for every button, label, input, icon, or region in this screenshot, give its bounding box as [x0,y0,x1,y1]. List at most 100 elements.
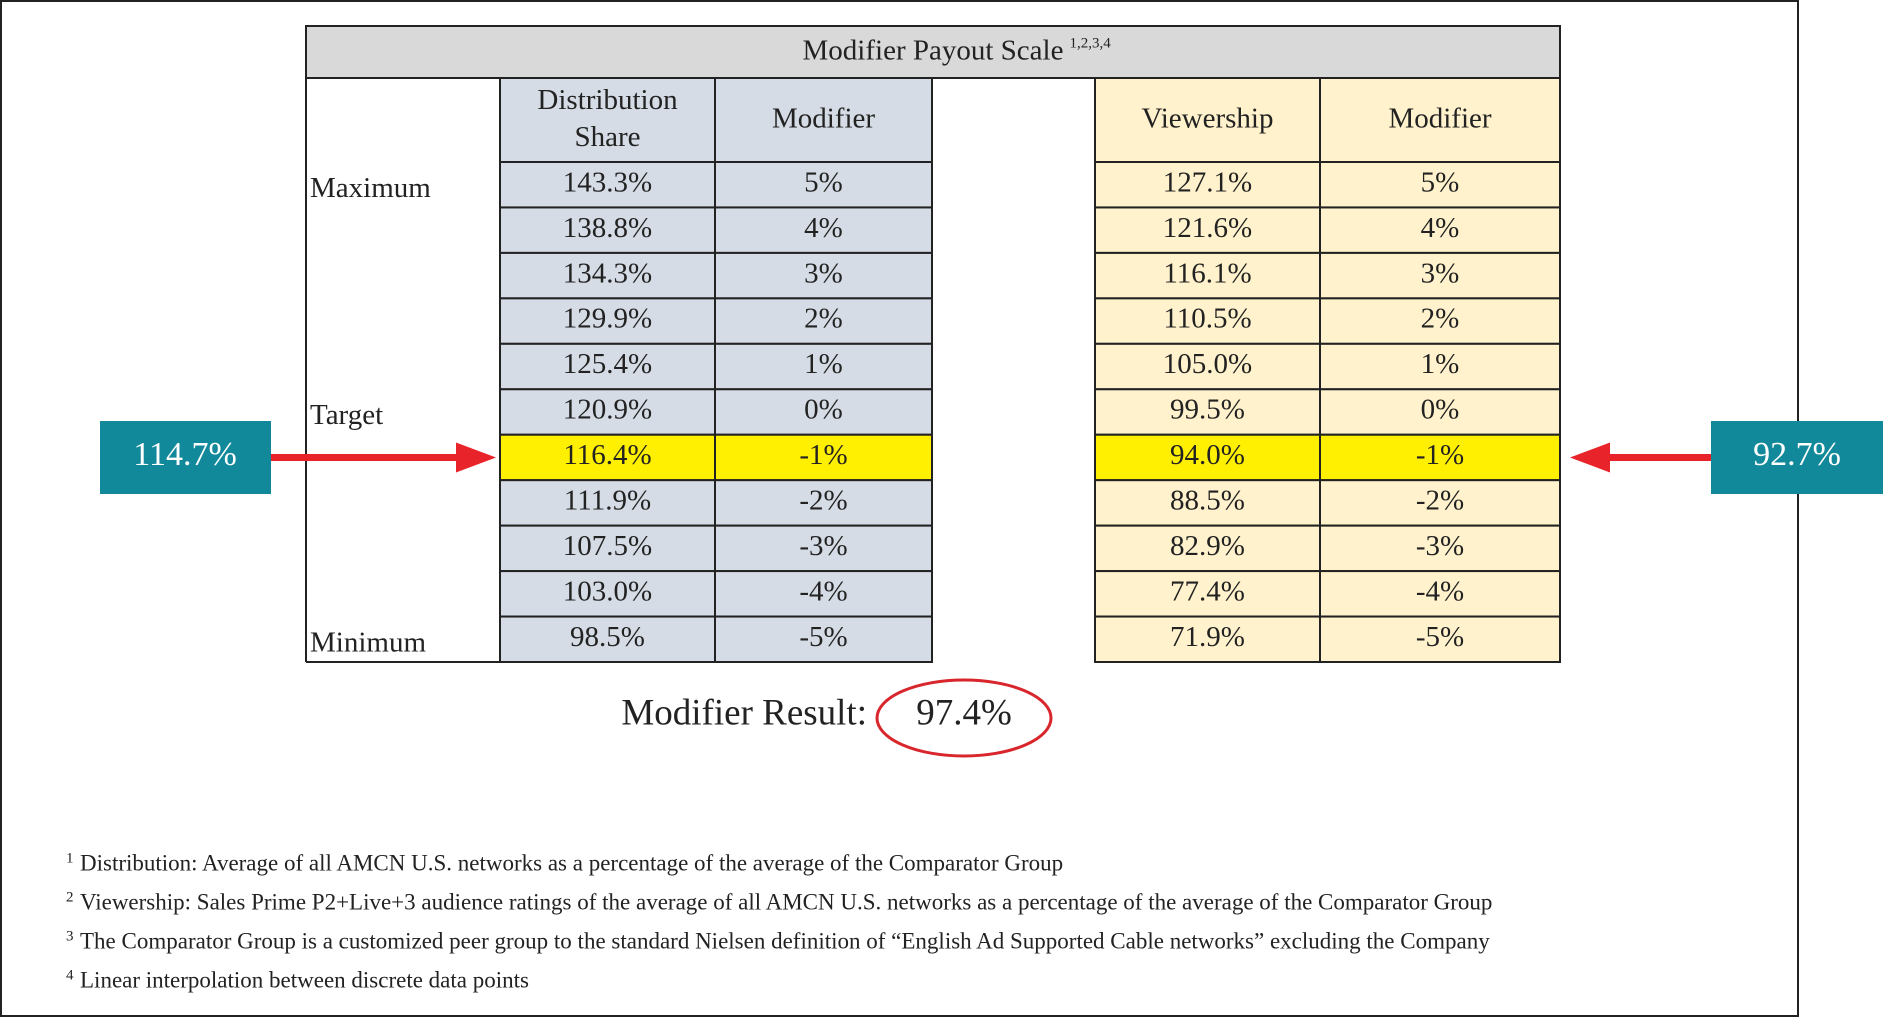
cell-bg [714,433,933,482]
cell-text: 134.3% [563,257,652,289]
arrow-head [456,442,496,473]
cell-bg [1094,479,1321,527]
footnote-mark: 3 [66,928,74,944]
cell-text: 121.6% [1163,212,1252,244]
footnote-mark: 1 [66,850,74,866]
cell-text: 5% [804,166,843,198]
title-superscript: 1,2,3,4 [1069,35,1111,51]
cell-text: 103.0% [563,575,652,607]
cell-bg [499,161,716,209]
cell-text: -4% [1416,575,1464,607]
frame [0,0,1799,1017]
cell-bg [499,297,716,345]
cell-bg [714,524,933,573]
header-text: Modifier [1388,103,1491,135]
cell-bg [1319,388,1561,436]
cell-bg [499,479,716,527]
title: Modifier Payout Scale [803,35,1064,67]
header-cell [714,77,933,163]
cell-text: 2% [804,303,843,335]
header-text: Viewership [1142,103,1274,135]
cell-text: 99.5% [1170,394,1245,426]
cell-text: 110.5% [1163,303,1251,335]
cell-text: 111.9% [564,485,651,517]
cell-bg [714,615,933,664]
scale-label: Minimum [310,626,426,658]
cell-bg [1319,524,1561,573]
cell-text: -3% [1416,530,1464,562]
cell-text: 1% [1421,348,1460,380]
callout-text: 114.7% [133,436,237,473]
header-text: Modifier [772,103,875,135]
cell-bg [1094,524,1321,573]
cell-text: 3% [1421,257,1460,289]
header-cell [1319,77,1561,163]
cell-bg [1094,388,1321,436]
footnote-mark: 4 [66,967,74,983]
cell-text: -5% [1416,621,1464,653]
cell-text: 82.9% [1170,530,1245,562]
cell-text: 71.9% [1170,621,1245,653]
cell-bg [714,388,933,436]
arrow-head [1570,442,1610,473]
cell-bg [499,388,716,436]
cell-bg [1319,570,1561,618]
cell-text: 120.9% [563,394,652,426]
cell-bg [1319,433,1561,482]
cell-text: -1% [799,439,847,471]
cell-text: -2% [1416,485,1464,517]
cell-bg [499,524,716,573]
cell-bg [714,206,933,254]
cell-text: 5% [1421,166,1460,198]
cell-bg [714,342,933,391]
cell-text: -5% [799,621,847,653]
cell-text: 143.3% [563,166,652,198]
cell-text: 116.1% [1163,257,1251,289]
cell-text: 138.8% [563,212,652,244]
callout-text: 92.7% [1753,436,1841,473]
cell-text: 129.9% [563,303,652,335]
cell-bg [1094,570,1321,618]
cell-bg [1094,615,1321,664]
cell-text: 125.4% [563,348,652,380]
cell-bg [499,206,716,254]
cell-text: -3% [799,530,847,562]
cell-bg [714,479,933,527]
header-text: Distribution Share [537,84,678,153]
footnote-text: Linear interpolation between discrete da… [80,967,529,992]
cell-text: 127.1% [1163,166,1252,198]
cell-bg [1319,615,1561,664]
cell-bg [1094,433,1321,482]
scale-label: Target [310,399,383,431]
cell-text: 107.5% [563,530,652,562]
header-cell [1094,77,1321,163]
cell-bg [499,615,716,664]
cell-text: 0% [1421,394,1460,426]
cell-text: 4% [804,212,843,244]
cell-text: 4% [1421,212,1460,244]
cell-bg [1319,251,1561,300]
footnote-text: The Comparator Group is a customized pee… [80,928,1490,953]
cell-text: -2% [799,485,847,517]
cell-text: 105.0% [1163,348,1252,380]
cell-text: 1% [804,348,843,380]
cell-text: 98.5% [570,621,645,653]
cell-bg [714,297,933,345]
cell-text: 3% [804,257,843,289]
footnote-mark: 2 [66,889,74,905]
callout-box [100,421,271,494]
callout-box [1711,421,1883,494]
cell-bg [1319,161,1561,209]
cell-text: 116.4% [563,439,651,471]
footnote-text: Viewership: Sales Prime P2+Live+3 audien… [80,889,1492,914]
result-circle [875,678,1053,758]
cell-bg [499,251,716,300]
cell-text: 2% [1421,303,1460,335]
cell-bg [1094,161,1321,209]
footnote-text: Distribution: Average of all AMCN U.S. n… [80,850,1063,875]
cell-text: 94.0% [1170,439,1245,471]
cell-text: 77.4% [1170,575,1245,607]
cell-text: -4% [799,575,847,607]
result-label: Modifier Result: [621,692,867,733]
